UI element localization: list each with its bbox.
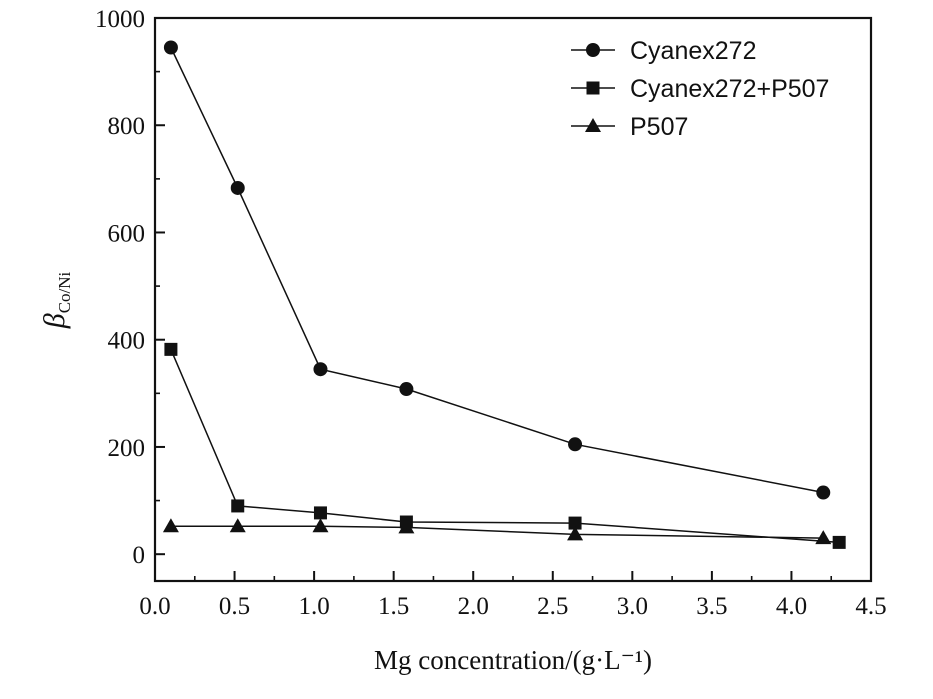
legend-label: Cyanex272	[630, 37, 756, 65]
legend-item: Cyanex272+P507	[571, 75, 829, 103]
data-point-triangle	[162, 518, 179, 533]
data-point-triangle	[398, 519, 415, 534]
series-line	[170, 349, 840, 544]
legend-item: P507	[571, 113, 688, 141]
y-axis-symbol: β	[38, 313, 71, 329]
x-tick-label: 0.0	[139, 593, 170, 620]
x-tick-label: 1.0	[298, 593, 329, 620]
series-square	[164, 342, 846, 549]
y-tick-label: 400	[108, 328, 146, 355]
y-axis-ticks: 0 200 400 600 800 1000	[95, 6, 165, 569]
data-point-circle	[568, 437, 583, 452]
series-circle	[163, 40, 831, 500]
data-point-triangle	[567, 526, 584, 541]
y-tick-label: 600	[108, 220, 146, 247]
data-point-triangle	[312, 518, 329, 533]
x-tick-label: 2.5	[537, 593, 568, 620]
legend-marker-square	[586, 81, 600, 95]
x-axis-title: Mg concentration/(g·L⁻¹)	[374, 645, 652, 675]
x-tick-label: 4.0	[776, 593, 807, 620]
data-point-square	[832, 535, 846, 549]
y-tick-label: 200	[108, 435, 146, 462]
y-axis-title: βCo/Ni	[38, 271, 74, 329]
data-point-square	[568, 516, 582, 530]
data-point-square	[164, 342, 178, 356]
data-point-circle	[163, 40, 178, 55]
data-point-triangle	[229, 518, 246, 533]
legend-marker-circle	[586, 43, 600, 57]
series-line	[170, 47, 824, 494]
y-axis-subscript: Co/Ni	[55, 271, 74, 313]
data-point-circle	[399, 382, 414, 397]
data-point-circle	[816, 485, 831, 500]
legend-label: P507	[630, 113, 688, 141]
x-tick-label: 1.5	[378, 593, 409, 620]
data-point-circle	[230, 180, 245, 195]
series-line	[170, 525, 824, 539]
legend-marker-triangle	[585, 118, 601, 132]
series-triangle	[162, 518, 832, 545]
data-point-circle	[313, 362, 328, 377]
data-point-triangle	[815, 530, 832, 545]
y-tick-label: 0	[133, 542, 146, 569]
x-tick-label: 3.5	[696, 593, 727, 620]
y-tick-label: 1000	[95, 6, 145, 33]
legend: Cyanex272 Cyanex272+P507 P507	[571, 37, 829, 141]
y-tick-label: 800	[108, 113, 146, 140]
data-point-square	[231, 499, 245, 513]
x-axis-ticks: 0.0 0.5 1.0 1.5 2.0 2.5 3.0 3.5 4.0 4.5	[139, 571, 887, 620]
x-tick-label: 2.0	[458, 593, 489, 620]
legend-item: Cyanex272	[571, 37, 756, 65]
data-point-square	[313, 506, 327, 520]
x-tick-label: 4.5	[855, 593, 886, 620]
legend-label: Cyanex272+P507	[630, 75, 829, 103]
series-layer	[162, 40, 846, 549]
x-tick-label: 3.0	[617, 593, 648, 620]
x-tick-label: 0.5	[219, 593, 250, 620]
